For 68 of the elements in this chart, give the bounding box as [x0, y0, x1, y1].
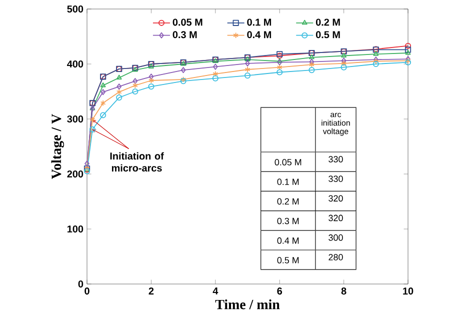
y-axis-title: Voltage / V [51, 114, 64, 180]
point [132, 88, 138, 95]
point [132, 82, 138, 88]
point [244, 66, 250, 73]
x-tick-label: 2 [148, 288, 154, 294]
point [148, 77, 154, 84]
annotation: 320 [328, 195, 343, 202]
point [132, 67, 138, 72]
annotation: Initiation of micro-arcs [110, 152, 164, 172]
point [276, 69, 283, 76]
point [212, 75, 218, 82]
annotation: 300 [328, 234, 343, 241]
point [372, 60, 379, 68]
annotation: 330 [328, 156, 343, 162]
legend-label: 0.5 M [316, 31, 340, 38]
legend-label: 0.1 M [247, 18, 272, 26]
point [90, 116, 96, 123]
point [309, 54, 314, 60]
point [148, 74, 154, 80]
point [116, 84, 122, 90]
point [276, 58, 282, 63]
point [116, 94, 122, 101]
y-tick-label: 200 [67, 170, 84, 178]
annotation: 0.4 M [277, 237, 299, 244]
point [100, 112, 106, 118]
point [132, 78, 138, 84]
point [341, 52, 346, 58]
annotation: 0.2 M [277, 198, 299, 205]
y-tick-label: 300 [67, 115, 84, 123]
point [100, 82, 106, 88]
annotation: 0.05 M [274, 159, 302, 166]
point [245, 60, 250, 66]
point [341, 60, 346, 66]
x-tick-label: 10 [403, 288, 414, 295]
y-tick-label: 0 [78, 280, 84, 288]
x-tick-label: 0 [84, 288, 90, 295]
y-tick-label: 100 [67, 225, 84, 233]
point [277, 59, 282, 66]
annotation: 280 [328, 254, 343, 260]
point [89, 126, 96, 132]
legend-label: 0.4 M [247, 31, 272, 38]
point [340, 64, 347, 70]
point [308, 67, 315, 74]
point [100, 89, 106, 96]
legend-label: 0.05 M [172, 18, 202, 26]
x-tick-label: 6 [277, 288, 282, 295]
point [180, 67, 186, 74]
point [244, 72, 251, 79]
point [244, 56, 250, 62]
x-tick-label: 8 [341, 288, 346, 295]
legend-label: 0.2 M [316, 18, 340, 26]
annotation: 0.1 M [277, 178, 299, 185]
point [212, 70, 218, 77]
point [213, 64, 218, 70]
y-tick-label: 500 [67, 5, 84, 13]
point [100, 100, 106, 106]
y-tick-label: 400 [67, 60, 84, 68]
annotation: 320 [328, 214, 343, 222]
point [148, 64, 154, 68]
x-axis-title: Time / min [215, 299, 280, 310]
point [373, 51, 379, 56]
x-tick-label: 4 [212, 288, 218, 294]
annotation: 0.5 M [277, 257, 299, 264]
point [116, 74, 122, 80]
point [148, 84, 154, 90]
legend-label: 0.3 M [172, 31, 197, 38]
annotation: 0.3 M [277, 218, 299, 224]
annotation: 330 [328, 176, 343, 182]
